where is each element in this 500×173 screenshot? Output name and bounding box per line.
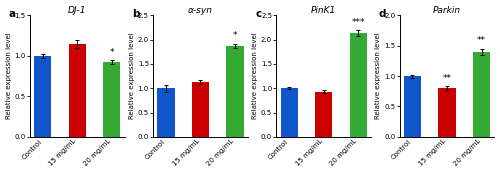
Y-axis label: Relative expression level: Relative expression level [129,33,135,120]
Text: d: d [378,9,386,19]
Text: b: b [132,9,140,19]
Bar [404,76,421,137]
Bar [280,88,298,137]
Text: **: ** [477,36,486,45]
Text: ***: *** [352,18,365,27]
Title: PinK1: PinK1 [311,6,336,15]
Title: α-syn: α-syn [188,6,213,15]
Bar [158,88,174,137]
Title: DJ-1: DJ-1 [68,6,86,15]
Text: a: a [9,9,16,19]
Bar [34,56,52,137]
Bar [438,88,456,137]
Bar [350,33,367,137]
Bar [68,44,86,137]
Text: *: * [110,48,114,57]
Y-axis label: Relative expression level: Relative expression level [252,33,258,120]
Bar [473,52,490,137]
Bar [103,62,120,137]
Y-axis label: Relative expression level: Relative expression level [376,33,382,120]
Title: Parkin: Parkin [433,6,461,15]
Text: c: c [256,9,262,19]
Y-axis label: Relative expression level: Relative expression level [6,33,12,120]
Bar [226,46,244,137]
Bar [315,92,332,137]
Text: *: * [232,31,237,40]
Bar [192,82,209,137]
Text: **: ** [442,74,452,83]
